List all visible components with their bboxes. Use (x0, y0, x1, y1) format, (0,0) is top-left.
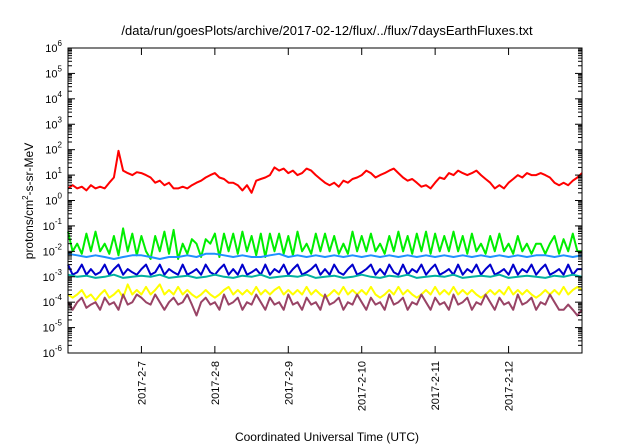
ticks-layer: 10-6 10-5 10-4 10-3 10-2 10-1 100 101 102 103 104 1… (43, 39, 582, 411)
x-tick-label: 2017-2-10 (357, 361, 369, 411)
y-axis-label-text: protons/cm (22, 200, 36, 259)
x-tick-label: 2017-2-11 (430, 361, 442, 410)
y-tick-label: 102 (45, 141, 62, 157)
series-line-5 (67, 273, 583, 279)
y-axis-label-text-rest: -s-sr-MeV (22, 143, 36, 196)
y-tick-label: 106 (45, 39, 62, 55)
series-line-3 (67, 252, 583, 260)
series-line-4 (67, 263, 582, 276)
y-axis-label: protons/cm2-s-sr-MeV (21, 143, 36, 259)
y-tick-label: 103 (45, 115, 62, 131)
x-tick-label: 2017-2-7 (136, 361, 148, 405)
x-tick-label: 2017-2-9 (283, 361, 295, 405)
series-line-1 (67, 149, 583, 194)
svg-text:protons/cm2-s-sr-MeV: protons/cm2-s-sr-MeV (21, 143, 36, 259)
plot-frame (67, 47, 583, 354)
y-tick-label: 10-4 (43, 293, 63, 309)
y-tick-label: 101 (45, 166, 62, 182)
x-tick-label: 2017-2-12 (504, 361, 516, 411)
y-tick-label: 10-3 (43, 268, 63, 284)
series-layer (67, 149, 583, 317)
series-line-7 (67, 293, 583, 317)
y-axis-label-superscript: 2 (21, 195, 30, 200)
y-tick-label: 10-2 (43, 242, 63, 258)
y-tick-label: 10-6 (43, 344, 63, 360)
y-tick-label: 105 (45, 64, 62, 80)
series-line-2 (67, 227, 582, 260)
chart-title: /data/run/goesPlots/archive/2017-02-12/f… (121, 23, 533, 38)
y-tick-label: 10-5 (43, 319, 63, 335)
y-tick-label: 100 (45, 192, 62, 208)
y-tick-label: 10-1 (43, 217, 63, 233)
y-tick-label: 104 (45, 90, 62, 106)
x-tick-label: 2017-2-8 (210, 361, 222, 405)
x-axis-label: Coordinated Universal Time (UTC) (235, 430, 419, 444)
